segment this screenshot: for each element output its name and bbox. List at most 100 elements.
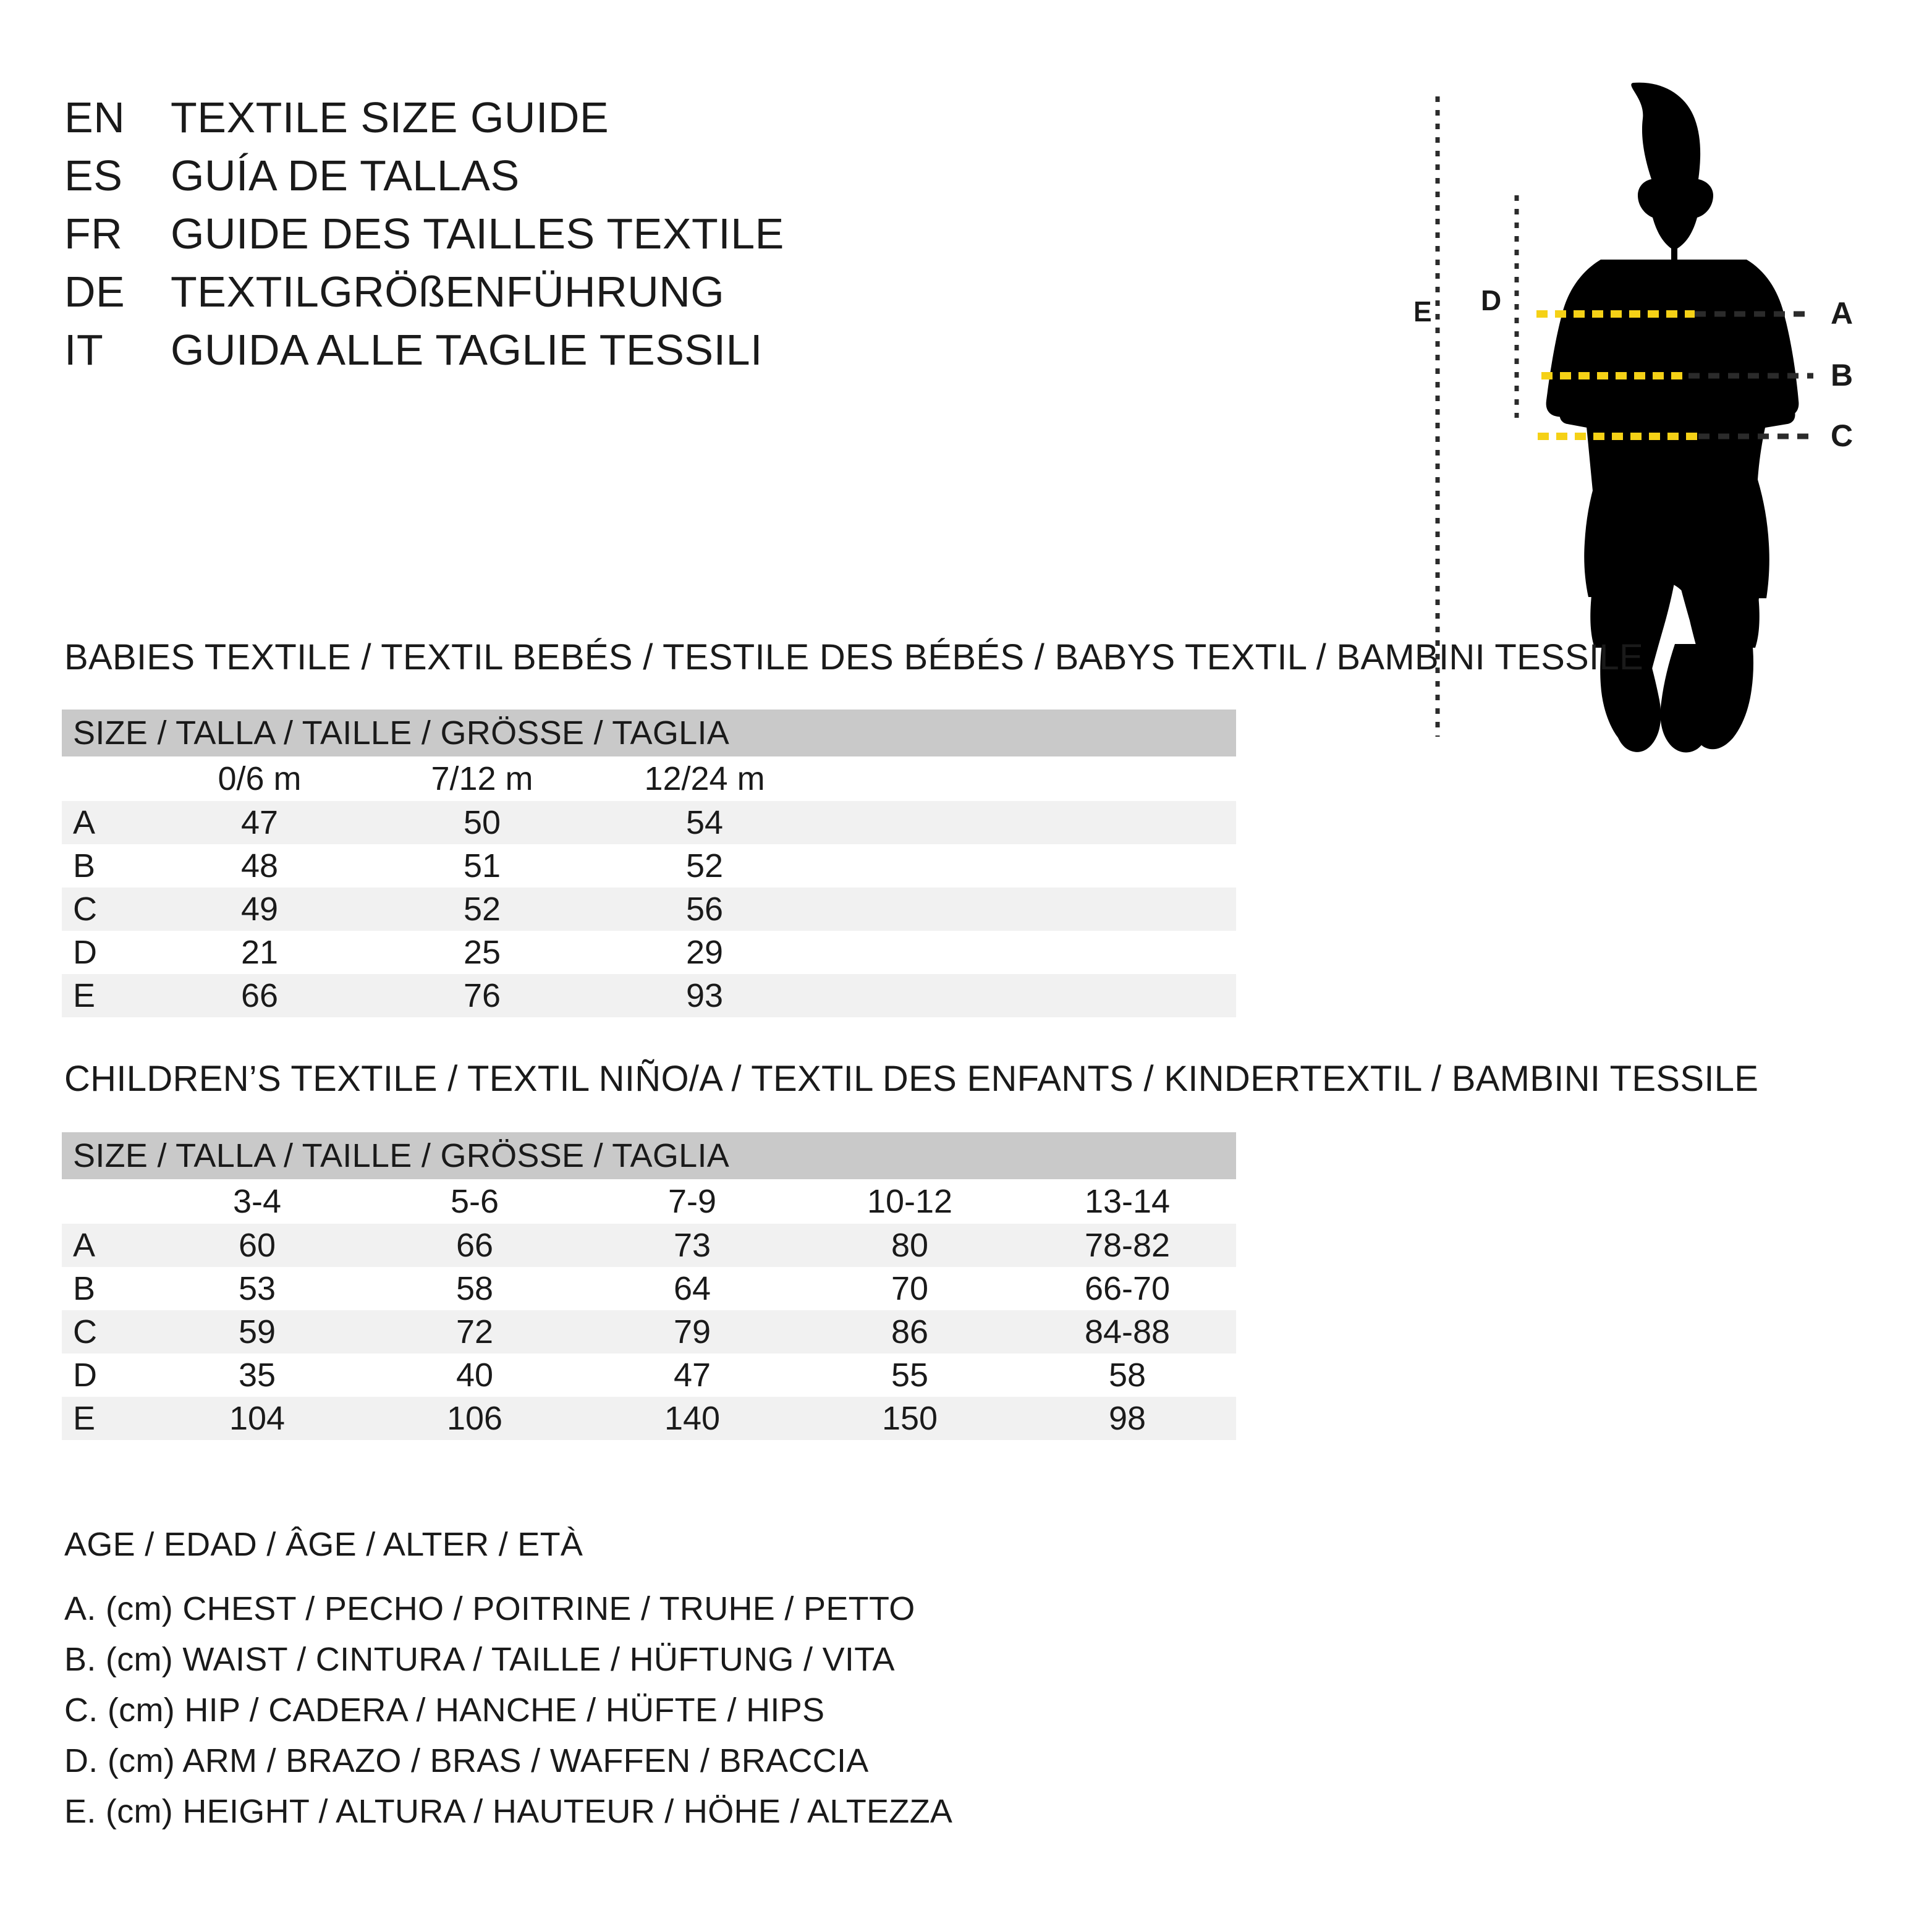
children-cell-a-1: 66 <box>366 1224 583 1267</box>
children-cell-a-0: 60 <box>148 1224 366 1267</box>
babies-row-label-e: E <box>62 974 148 1017</box>
children-cell-e-4: 98 <box>1019 1397 1236 1440</box>
babies-row-label-d: D <box>73 934 97 971</box>
arm-label-d: D <box>1481 284 1501 316</box>
legend-item-c-hip: C. (cm) HIP / CADERA / HANCHE / HÜFTE / … <box>64 1692 825 1729</box>
children-cell-b-1: 58 <box>455 1270 494 1307</box>
babies-cell-c-0: 49 <box>148 888 371 931</box>
language-title-fr: GUIDE DES TAILLES TEXTILE <box>171 210 784 258</box>
babies-cell-b-0: 48 <box>240 847 279 884</box>
table-row: B 53 58 64 70 66-70 <box>62 1267 1236 1310</box>
language-row-de: DE TEXTILGRÖßENFÜHRUNG <box>64 267 991 325</box>
babies-section-title: BABIES TEXTILE / TEXTIL BEBÉS / TESTILE … <box>64 637 1643 677</box>
language-row-it: IT GUIDA ALLE TAGLIE TESSILI <box>64 325 991 383</box>
measurement-legend: AGE / EDAD / ÂGE / ALTER / ETÀ A. (cm) C… <box>64 1525 952 1843</box>
children-column-header-row: 3-4 5-6 7-9 10-12 13-14 <box>62 1179 1236 1224</box>
children-table-grid: 3-4 5-6 7-9 10-12 13-14 A 60 66 73 80 78… <box>62 1179 1236 1440</box>
language-title-es: GUÍA DE TALLAS <box>171 151 520 200</box>
babies-size-table: SIZE / TALLA / TAILLE / GRÖSSE / TAGLIA … <box>62 710 1236 1017</box>
babies-row-label-a: A <box>62 801 148 844</box>
legend-item-b-waist: B. (cm) WAIST / CINTURA / TAILLE / HÜFTU… <box>64 1641 895 1678</box>
babies-cell-c-filler <box>816 888 1236 931</box>
children-col-header-3: 10-12 <box>866 1183 953 1220</box>
babies-cell-a-2: 54 <box>593 801 816 844</box>
babies-cell-d-filler <box>816 931 1236 974</box>
babies-cell-b-1: 51 <box>463 847 501 884</box>
children-cell-b-2: 64 <box>673 1270 711 1307</box>
hip-label-c: C <box>1831 418 1853 453</box>
babies-table-banner: SIZE / TALLA / TAILLE / GRÖSSE / TAGLIA <box>62 710 1236 756</box>
babies-col-header-0: 0/6 m <box>218 760 302 797</box>
language-row-es: ES GUÍA DE TALLAS <box>64 151 991 209</box>
children-col-header-1: 5-6 <box>450 1183 499 1220</box>
children-cell-e-0: 104 <box>148 1397 366 1440</box>
language-row-fr: FR GUIDE DES TAILLES TEXTILE <box>64 209 991 267</box>
measurement-figure: A B C D E <box>1415 74 1910 779</box>
height-label-e: E <box>1415 295 1432 328</box>
children-row-label-d: D <box>73 1357 97 1394</box>
children-col-header-4: 13-14 <box>1084 1183 1171 1220</box>
children-cell-c-4: 84-88 <box>1019 1310 1236 1354</box>
table-row: E 104 106 140 150 98 <box>62 1397 1236 1440</box>
babies-cell-e-0: 66 <box>148 974 371 1017</box>
legend-item-e-height: E. (cm) HEIGHT / ALTURA / HAUTEUR / HÖHE… <box>64 1793 953 1830</box>
children-cell-c-3: 86 <box>801 1310 1019 1354</box>
children-cell-d-2: 47 <box>673 1357 711 1394</box>
legend-item-a-chest: A. (cm) CHEST / PECHO / POITRINE / TRUHE… <box>64 1590 915 1627</box>
babies-col-header-filler <box>816 756 1236 801</box>
children-cell-c-0: 59 <box>148 1310 366 1354</box>
children-row-label-b: B <box>73 1270 96 1307</box>
children-cell-a-3: 80 <box>801 1224 1019 1267</box>
babies-cell-a-1: 50 <box>371 801 593 844</box>
children-col-header-2: 7-9 <box>667 1183 717 1220</box>
babies-cell-c-2: 56 <box>593 888 816 931</box>
table-row: B 48 51 52 <box>62 844 1236 888</box>
babies-column-header-row: 0/6 m 7/12 m 12/24 m <box>62 756 1236 801</box>
language-code-es: ES <box>64 151 123 200</box>
language-title-list: EN TEXTILE SIZE GUIDE ES GUÍA DE TALLAS … <box>64 93 991 383</box>
babies-cell-e-2: 93 <box>593 974 816 1017</box>
language-title-en: TEXTILE SIZE GUIDE <box>171 93 609 142</box>
language-title-it: GUIDA ALLE TAGLIE TESSILI <box>171 326 763 374</box>
children-cell-e-2: 140 <box>583 1397 801 1440</box>
children-section-title: CHILDREN’S TEXTILE / TEXTIL NIÑO/A / TEX… <box>64 1059 1759 1099</box>
babies-cell-a-filler <box>816 801 1236 844</box>
children-cell-a-4: 78-82 <box>1019 1224 1236 1267</box>
children-cell-d-3: 55 <box>891 1357 929 1394</box>
children-col-header-0: 3-4 <box>232 1183 282 1220</box>
children-row-label-a: A <box>62 1224 148 1267</box>
babies-cell-d-2: 29 <box>685 934 724 971</box>
legend-heading-age: AGE / EDAD / ÂGE / ALTER / ETÀ <box>64 1526 583 1563</box>
table-row: D 21 25 29 <box>62 931 1236 974</box>
babies-row-label-b: B <box>73 847 96 884</box>
table-row: C 49 52 56 <box>62 888 1236 931</box>
children-corner-cell <box>62 1179 148 1224</box>
children-cell-b-4: 66-70 <box>1084 1270 1171 1307</box>
language-row-en: EN TEXTILE SIZE GUIDE <box>64 93 991 151</box>
children-cell-e-3: 150 <box>801 1397 1019 1440</box>
language-code-de: DE <box>64 268 125 316</box>
babies-table-grid: 0/6 m 7/12 m 12/24 m A 47 50 54 B 48 51 … <box>62 756 1236 1017</box>
babies-cell-e-1: 76 <box>371 974 593 1017</box>
children-cell-d-4: 58 <box>1108 1357 1146 1394</box>
children-cell-d-0: 35 <box>238 1357 276 1394</box>
language-code-en: EN <box>64 93 125 142</box>
waist-label-b: B <box>1831 358 1853 392</box>
children-cell-b-0: 53 <box>238 1270 276 1307</box>
children-cell-b-3: 70 <box>891 1270 929 1307</box>
table-row: C 59 72 79 86 84-88 <box>62 1310 1236 1354</box>
babies-cell-a-0: 47 <box>148 801 371 844</box>
children-cell-a-2: 73 <box>583 1224 801 1267</box>
babies-col-header-2: 12/24 m <box>644 760 765 797</box>
children-size-table: SIZE / TALLA / TAILLE / GRÖSSE / TAGLIA … <box>62 1132 1236 1440</box>
babies-cell-d-1: 25 <box>463 934 501 971</box>
children-row-label-e: E <box>62 1397 148 1440</box>
chest-label-a: A <box>1831 296 1853 331</box>
babies-corner-cell <box>62 756 148 801</box>
table-row: E 66 76 93 <box>62 974 1236 1017</box>
babies-cell-b-2: 52 <box>685 847 724 884</box>
language-code-fr: FR <box>64 210 123 258</box>
table-row: A 47 50 54 <box>62 801 1236 844</box>
legend-item-d-arm: D. (cm) ARM / BRAZO / BRAS / WAFFEN / BR… <box>64 1742 869 1779</box>
